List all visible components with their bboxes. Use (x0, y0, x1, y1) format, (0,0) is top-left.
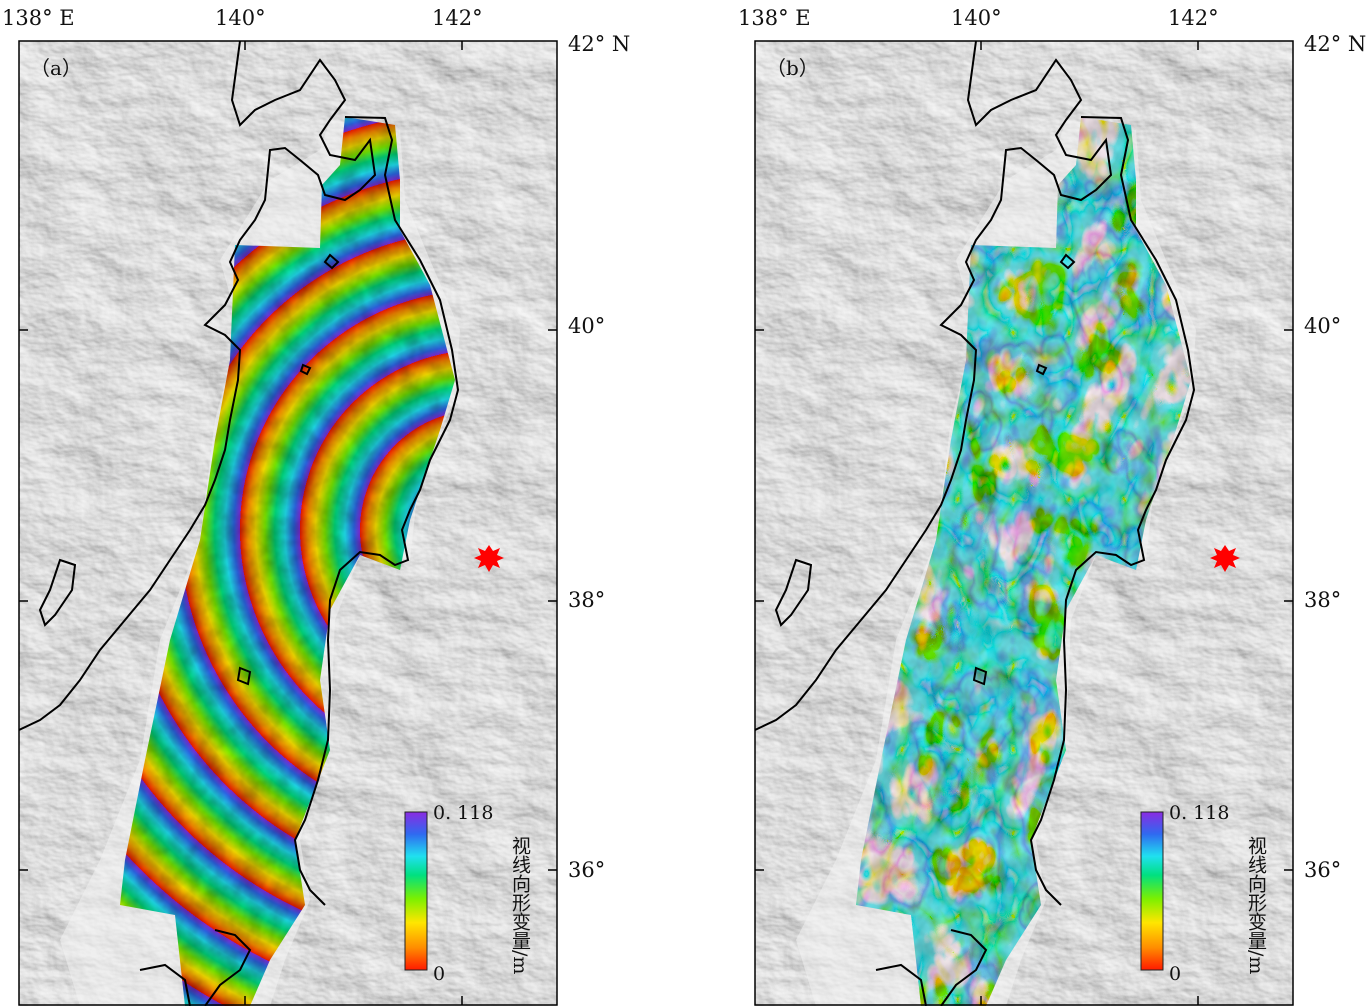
red-star-epicenter-icon (1210, 545, 1240, 572)
ticks-a (19, 41, 557, 1005)
lon-label-138: 138° E (2, 6, 75, 30)
colorbar-title-b: 视线向形变量/m (1245, 836, 1267, 975)
map-a (18, 40, 558, 1006)
colorbar-min-a: 0 (433, 963, 446, 985)
colorbar-b (1140, 811, 1164, 971)
panel-label-b: （b） (766, 56, 819, 80)
lat-label-40: 40° (568, 314, 606, 338)
colorbar-max-b: 0. 118 (1169, 802, 1230, 824)
colorbar-max-a: 0. 118 (433, 802, 494, 824)
coastlines-a (19, 41, 460, 1006)
lon-label-142: 142° (1168, 6, 1219, 30)
lat-label-40: 40° (1304, 314, 1342, 338)
coastlines-b (755, 41, 1196, 1006)
colorbar-a (404, 811, 428, 971)
lat-label-38: 38° (568, 588, 606, 612)
map-content-a (19, 41, 557, 1006)
lon-label-140: 140° (951, 6, 1002, 30)
colorbar-title-a: 视线向形变量/m (509, 836, 531, 975)
lon-label-142: 142° (432, 6, 483, 30)
map-b (754, 40, 1294, 1006)
lat-label-36: 36° (1304, 858, 1342, 882)
red-star-epicenter-icon (474, 545, 504, 572)
colorbar-min-b: 0 (1169, 963, 1182, 985)
frame-b (754, 40, 1294, 1006)
lat-label-42: 42° N (1304, 32, 1367, 56)
lon-label-138: 138° E (738, 6, 811, 30)
lon-label-140: 140° (215, 6, 266, 30)
map-content-b (755, 41, 1293, 1006)
lat-label-38: 38° (1304, 588, 1342, 612)
lat-label-42: 42° N (568, 32, 631, 56)
panel-b: （b） 138° E 140° 142° 42° N 40° 38° 36° 0… (736, 0, 1366, 1006)
panel-a: （a） 138° E 140° 142° 42° N 40° 38° 36° 0… (0, 0, 630, 1006)
frame-a (18, 40, 558, 1006)
panel-label-a: （a） (30, 56, 82, 80)
ticks-b (755, 41, 1293, 1005)
lat-label-36: 36° (568, 858, 606, 882)
